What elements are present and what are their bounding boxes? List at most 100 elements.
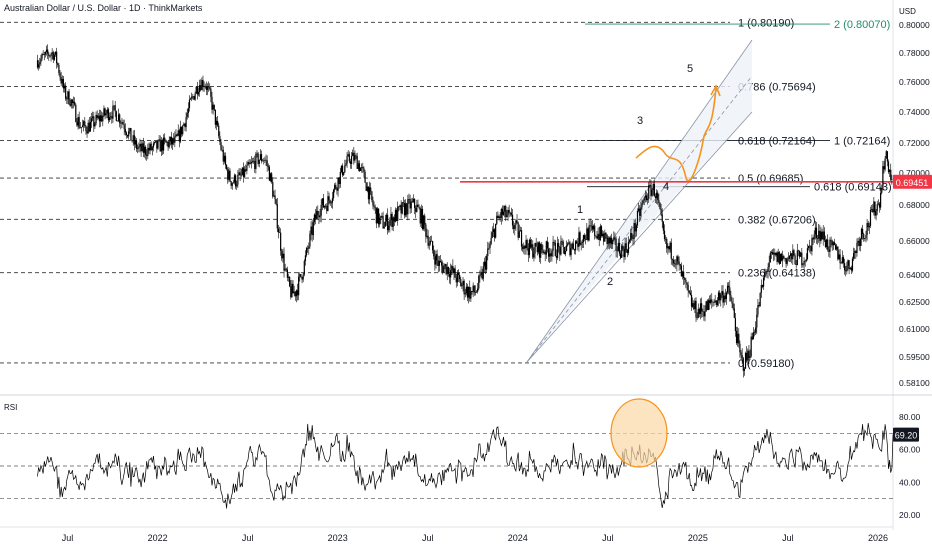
candle-body: [140, 143, 142, 152]
candle-body: [764, 274, 766, 278]
candle-body: [465, 286, 467, 294]
candle-body: [543, 252, 545, 253]
candle-body: [757, 305, 759, 315]
candle-body: [199, 85, 201, 92]
rsi-value-label: 69.20: [895, 431, 918, 441]
candle-body: [580, 243, 582, 245]
fib-retracement-label: 1 (0.80190): [738, 17, 794, 29]
candle-body: [750, 336, 752, 357]
candle-body: [327, 196, 329, 211]
candle-body: [36, 60, 39, 68]
candle-body: [77, 117, 79, 126]
candle-body: [818, 230, 820, 239]
rsi-highlight-circle: [610, 398, 668, 468]
candle-body: [123, 124, 125, 130]
candle-body: [770, 252, 773, 253]
candle-body: [248, 162, 250, 165]
time-tick-label: 2025: [688, 533, 708, 543]
candle-body: [40, 58, 42, 63]
candle-body: [148, 147, 150, 151]
candle-body: [607, 237, 609, 245]
candle-body: [388, 225, 390, 231]
price-tick-label: 0.80000: [899, 20, 930, 30]
candle-body: [761, 284, 764, 287]
candle-body: [177, 130, 179, 136]
candle-body: [824, 240, 827, 247]
candle-body: [146, 154, 148, 157]
candle-body: [862, 228, 864, 235]
candle-body: [450, 270, 452, 278]
candle-body: [701, 303, 703, 312]
candle-body: [605, 232, 607, 235]
candle-body: [647, 198, 649, 200]
candle-body: [338, 177, 340, 185]
candle-body: [650, 184, 652, 196]
candle-body: [229, 170, 231, 182]
candle-body: [869, 209, 872, 226]
candle-body: [368, 187, 371, 200]
candle-body: [381, 215, 383, 217]
candle-body: [339, 171, 341, 185]
candle-body: [362, 166, 364, 169]
candle-body: [81, 125, 84, 128]
candle-body: [694, 300, 696, 310]
candle-body: [395, 209, 398, 221]
candle-body: [245, 169, 247, 171]
candle-body: [814, 227, 816, 235]
candle-body: [762, 277, 765, 287]
candle-body: [158, 139, 160, 141]
candle-body: [318, 215, 320, 218]
candle-body: [461, 285, 463, 287]
candle-body: [197, 91, 200, 95]
candle-body: [242, 167, 245, 177]
candle-body: [601, 233, 604, 236]
wave-label-3: 3: [637, 115, 643, 127]
candle-body: [875, 210, 877, 216]
candle-body: [499, 216, 501, 219]
candle-body: [804, 260, 806, 262]
candle-body: [854, 251, 856, 253]
candle-body: [453, 268, 455, 274]
candle-body: [809, 245, 811, 247]
candle-body: [463, 280, 465, 295]
candle-body: [438, 260, 440, 266]
candle-body: [608, 237, 610, 244]
candle-body: [142, 143, 144, 153]
candle-body: [508, 209, 510, 213]
candle-body: [211, 96, 213, 110]
candle-body: [171, 138, 174, 145]
candle-body: [399, 205, 401, 207]
candle-body: [840, 263, 842, 264]
candle-body: [708, 300, 711, 304]
candle-body: [791, 253, 793, 260]
candle-body: [59, 73, 61, 78]
candle-body: [165, 140, 167, 143]
fib-retracement-label: 0 (0.59180): [738, 358, 794, 370]
candle-body: [217, 120, 219, 126]
candle-body: [540, 244, 542, 258]
candle-body: [307, 248, 309, 249]
candle-body: [572, 243, 574, 250]
candle-body: [522, 246, 524, 249]
candle-body: [837, 246, 839, 260]
candle-body: [695, 300, 697, 318]
candle-body: [616, 250, 618, 252]
candle-body: [659, 202, 661, 210]
candle-body: [730, 295, 732, 302]
candle-body: [509, 212, 511, 214]
candle-body: [310, 226, 312, 234]
candle-body: [857, 240, 859, 243]
candle-body: [564, 250, 567, 255]
candle-body: [292, 283, 294, 294]
candle-body: [48, 53, 50, 56]
candle-body: [223, 155, 225, 162]
candle-body: [544, 252, 546, 255]
candle-body: [615, 238, 617, 251]
candle-body: [282, 253, 284, 259]
candle-body: [778, 252, 780, 264]
candle-body: [520, 230, 523, 247]
candle-body: [477, 288, 479, 292]
candle-body: [266, 160, 268, 166]
candle-body: [517, 222, 519, 238]
candle-body: [265, 159, 267, 161]
